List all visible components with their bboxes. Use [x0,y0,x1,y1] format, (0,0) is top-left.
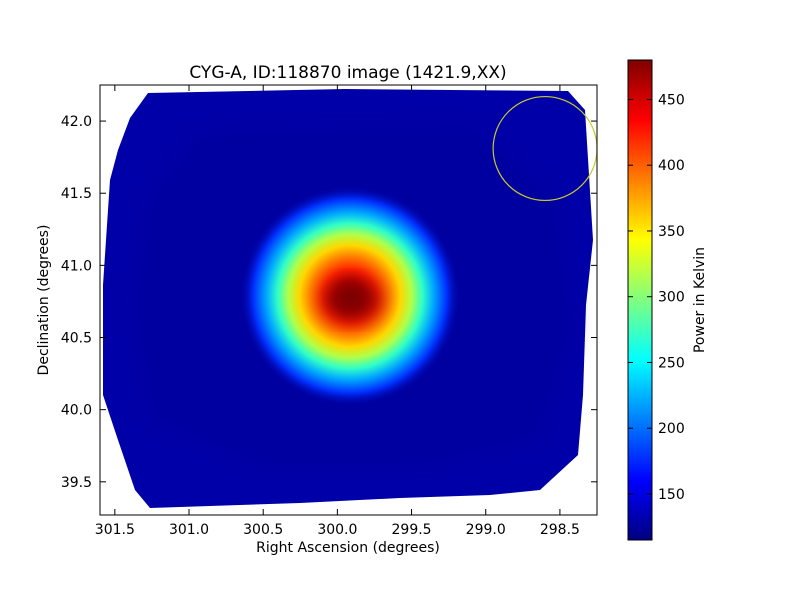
source-core [324,280,380,320]
y-axis-ticks: 39.5 40.0 40.5 41.0 41.5 42.0 [61,114,597,491]
colorbar-tick-label: 300 [658,290,685,306]
colorbar-tick-label: 200 [658,421,685,437]
y-axis-label: Declination (degrees) [36,225,52,376]
x-axis-label: Right Ascension (degrees) [256,540,440,556]
x-tick-label: 301.5 [95,522,135,538]
x-tick-label: 298.5 [540,522,580,538]
colorbar-tick-label: 400 [658,158,685,174]
x-axis-ticks: 301.5 301.0 300.5 300.0 299.5 299.0 298.5 [95,85,580,538]
x-tick-label: 300.5 [243,522,283,538]
y-tick-label: 41.0 [61,258,92,274]
y-tick-label: 42.0 [61,114,92,130]
y-tick-label: 40.0 [61,403,92,419]
colorbar-tick-label: 250 [658,355,685,371]
x-tick-label: 301.0 [169,522,209,538]
chart-title: CYG-A, ID:118870 image (1421.9,XX) [189,63,506,83]
y-tick-label: 40.5 [61,331,92,347]
x-tick-label: 299.0 [466,522,506,538]
colorbar-ticks: 150 200 250 300 350 400 450 [628,92,685,503]
x-tick-label: 300.0 [317,522,357,538]
y-tick-label: 41.5 [61,186,92,202]
colorbar-label: Power in Kelvin [692,247,708,353]
axes-frame [99,84,598,516]
colorbar-tick-label: 150 [658,487,685,503]
colorbar-tick-label: 450 [658,92,685,108]
x-tick-label: 299.5 [392,522,432,538]
colorbar [627,59,653,541]
heatmap-image [103,89,593,508]
y-tick-label: 39.5 [61,475,92,491]
colorbar-tick-label: 350 [658,224,685,240]
